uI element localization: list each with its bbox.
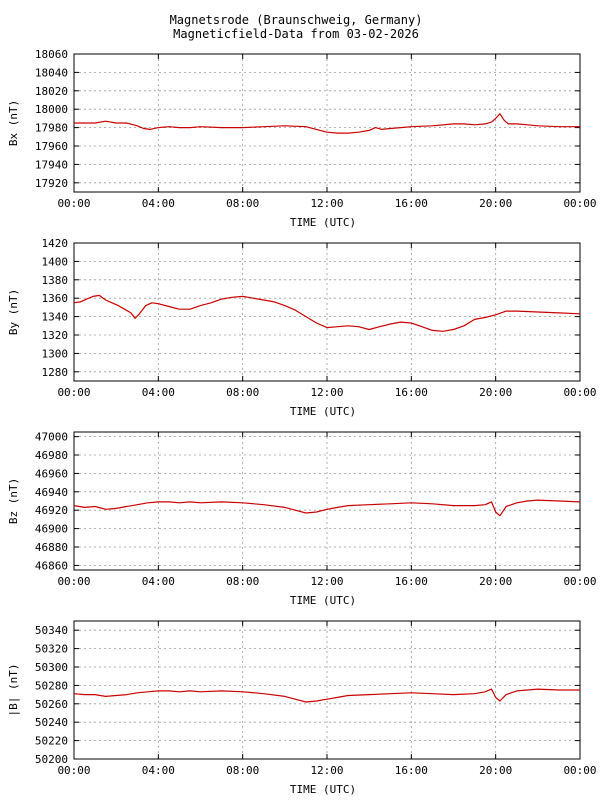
y-axis-label: By (nT) (7, 289, 20, 335)
x-tick-label: 08:00 (226, 386, 259, 399)
y-tick-label: 50220 (35, 735, 68, 748)
x-tick-label: 12:00 (310, 764, 343, 777)
series-line (73, 294, 581, 332)
y-tick-label: 17960 (35, 140, 68, 153)
y-tick-label: 1340 (42, 311, 69, 324)
y-tick-label: 46980 (35, 449, 68, 462)
x-tick-label: 00:00 (563, 197, 596, 210)
y-tick-label: 46860 (35, 559, 68, 572)
x-tick-label: 20:00 (479, 197, 512, 210)
y-tick-label: 50320 (35, 643, 68, 656)
y-tick-label: 1400 (42, 255, 69, 268)
plot-frame (73, 431, 581, 571)
x-tick-label: 00:00 (57, 575, 90, 588)
y-tick-label: 47000 (35, 431, 68, 444)
y-tick-label: 46880 (35, 541, 68, 554)
x-tick-label: 20:00 (479, 575, 512, 588)
y-tick-label: 1380 (42, 274, 69, 287)
y-tick-label: 50260 (35, 698, 68, 711)
x-tick-label: 04:00 (142, 197, 175, 210)
y-tick-label: 18040 (35, 66, 68, 79)
y-axis-label: |B| (nT) (7, 664, 20, 717)
y-tick-label: 1300 (42, 347, 69, 360)
x-tick-label: 12:00 (310, 575, 343, 588)
y-tick-label: 46940 (35, 486, 68, 499)
y-tick-label: 17920 (35, 177, 68, 190)
x-tick-label: 16:00 (395, 764, 428, 777)
x-tick-label: 00:00 (57, 386, 90, 399)
y-tick-label: 46960 (35, 467, 68, 480)
x-tick-label: 00:00 (57, 764, 90, 777)
y-tick-label: 18000 (35, 103, 68, 116)
plot-frame (73, 242, 581, 382)
y-tick-label: 50240 (35, 716, 68, 729)
x-tick-label: 16:00 (395, 386, 428, 399)
y-tick-label: 1320 (42, 329, 69, 342)
x-tick-label: 04:00 (142, 575, 175, 588)
chart-title-line2: Magneticfield-Data from 03-02-2026 (173, 27, 419, 41)
y-tick-label: 17940 (35, 158, 68, 171)
x-tick-label: 00:00 (563, 386, 596, 399)
y-tick-label: 1360 (42, 292, 69, 305)
y-tick-label: 50300 (35, 661, 68, 674)
panel-3: 46860 46880 46900 46920 46940 46960 46980 47000… (7, 431, 597, 607)
y-tick-label: 46920 (35, 504, 68, 517)
x-tick-label: 00:00 (57, 197, 90, 210)
y-tick-label: 50200 (35, 753, 68, 766)
x-tick-label: 04:00 (142, 386, 175, 399)
x-tick-label: 00:00 (563, 575, 596, 588)
x-tick-label: 20:00 (479, 386, 512, 399)
panel-4: 50200 50220 50240 50260 50280 50300 50320 50340… (7, 620, 597, 796)
x-tick-label: 04:00 (142, 764, 175, 777)
x-axis-label: TIME (UTC) (290, 216, 356, 229)
panel-1: 17920 17940 17960 17980 18000 18020 18040 18060… (7, 48, 597, 229)
series-line (73, 499, 581, 517)
y-tick-label: 1280 (42, 366, 69, 379)
series-line (74, 113, 580, 134)
y-axis-label: Bx (nT) (7, 100, 20, 146)
y-tick-label: 18060 (35, 48, 68, 61)
chart-title-line1: Magnetsrode (Braunschweig, Germany) (170, 13, 423, 27)
y-tick-label: 1420 (42, 237, 69, 250)
y-tick-label: 18020 (35, 85, 68, 98)
y-tick-label: 17980 (35, 122, 68, 135)
series-line (73, 688, 580, 703)
panels-group: 17920 17940 17960 17980 18000 18020 18040 18060… (7, 48, 597, 796)
x-tick-label: 08:00 (226, 197, 259, 210)
x-tick-label: 20:00 (479, 764, 512, 777)
y-tick-label: 46900 (35, 523, 68, 536)
x-tick-label: 08:00 (226, 764, 259, 777)
y-axis-label: Bz (nT) (7, 478, 20, 524)
x-tick-label: 08:00 (226, 575, 259, 588)
panel-2: 1280 1300 1320 1340 1360 1380 1400 1420 00:00 04:… (7, 237, 597, 418)
x-tick-label: 12:00 (310, 197, 343, 210)
x-axis-label: TIME (UTC) (290, 405, 356, 418)
y-tick-label: 50340 (35, 624, 68, 637)
x-axis-label: TIME (UTC) (290, 594, 356, 607)
x-tick-label: 12:00 (310, 386, 343, 399)
x-tick-label: 16:00 (395, 197, 428, 210)
x-axis-label: TIME (UTC) (290, 783, 356, 796)
x-tick-label: 00:00 (563, 764, 596, 777)
x-tick-label: 16:00 (395, 575, 428, 588)
y-tick-label: 50280 (35, 679, 68, 692)
